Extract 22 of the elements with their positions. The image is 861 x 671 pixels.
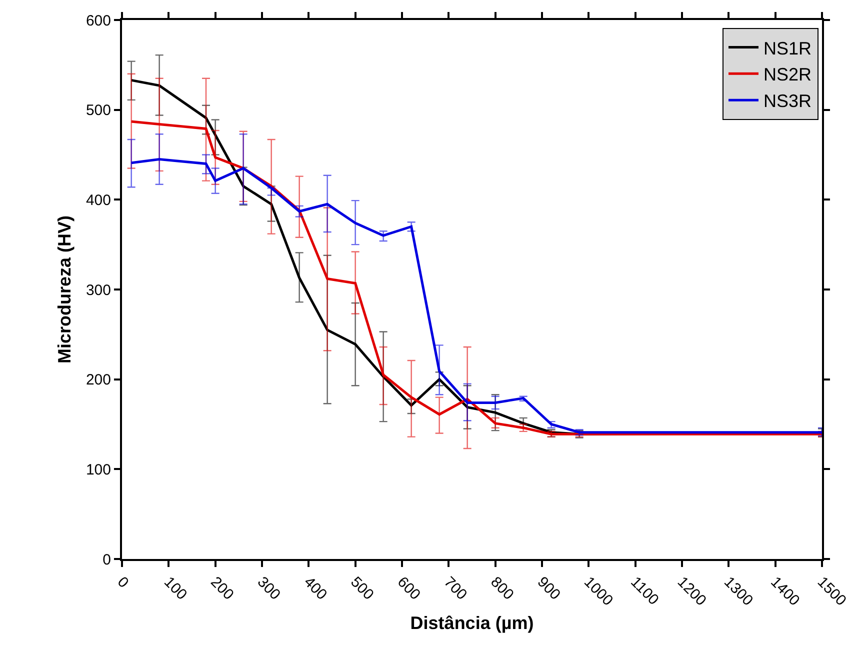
legend-label: NS2R	[764, 64, 812, 85]
y-tick-label: 0	[102, 551, 111, 568]
y-tick-label: 100	[86, 461, 111, 478]
y-tick-label: 400	[86, 192, 111, 209]
x-tick-label: 200	[207, 574, 237, 604]
x-tick-label: 600	[394, 574, 424, 604]
y-tick-label: 600	[86, 12, 111, 30]
y-tick-label: 500	[86, 102, 111, 120]
x-tick-label: 800	[487, 574, 517, 604]
y-tick-label: 300	[86, 282, 111, 299]
legend-label: NS1R	[764, 38, 812, 58]
x-tick-label: 400	[300, 574, 330, 604]
x-tick-label: 900	[534, 574, 564, 604]
legend-label: NS3R	[764, 91, 812, 112]
x-tick-label: 300	[254, 574, 284, 604]
y-tick-label: 200	[86, 372, 111, 389]
x-tick-label: 0	[114, 574, 132, 592]
y-axis-title: Microdureza (HV)	[54, 215, 75, 364]
x-axis-title: Distância (µm)	[410, 612, 534, 633]
x-tick-label: 100	[160, 574, 190, 604]
x-tick-label: 500	[347, 574, 377, 604]
x-tick-label: 700	[440, 574, 470, 604]
